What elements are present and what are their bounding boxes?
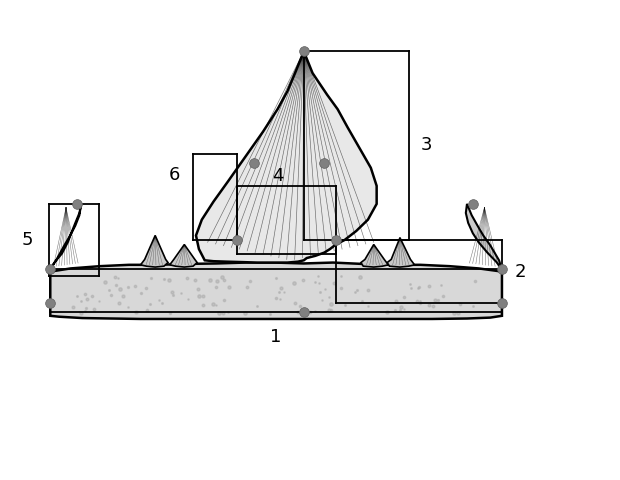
Polygon shape — [196, 51, 376, 263]
Text: 2: 2 — [515, 263, 526, 281]
Text: 6: 6 — [169, 166, 180, 183]
Polygon shape — [466, 204, 502, 269]
Polygon shape — [387, 238, 415, 267]
Text: 3: 3 — [420, 136, 432, 154]
Text: 5: 5 — [22, 231, 33, 249]
Polygon shape — [361, 244, 388, 267]
Polygon shape — [141, 236, 168, 267]
Polygon shape — [50, 204, 81, 269]
Polygon shape — [50, 263, 502, 319]
Text: 1: 1 — [270, 328, 281, 346]
Polygon shape — [170, 244, 197, 267]
Text: 4: 4 — [272, 167, 283, 185]
